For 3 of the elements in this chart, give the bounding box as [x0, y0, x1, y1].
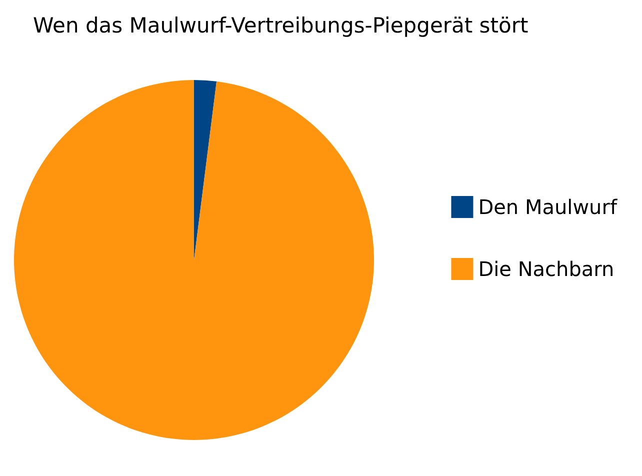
- legend-label: Den Maulwurf: [478, 195, 618, 219]
- chart-title: Wen das Maulwurf-Vertreibungs-Piepgerät stört: [33, 14, 528, 38]
- legend-label: Die Nachbarn: [478, 257, 614, 281]
